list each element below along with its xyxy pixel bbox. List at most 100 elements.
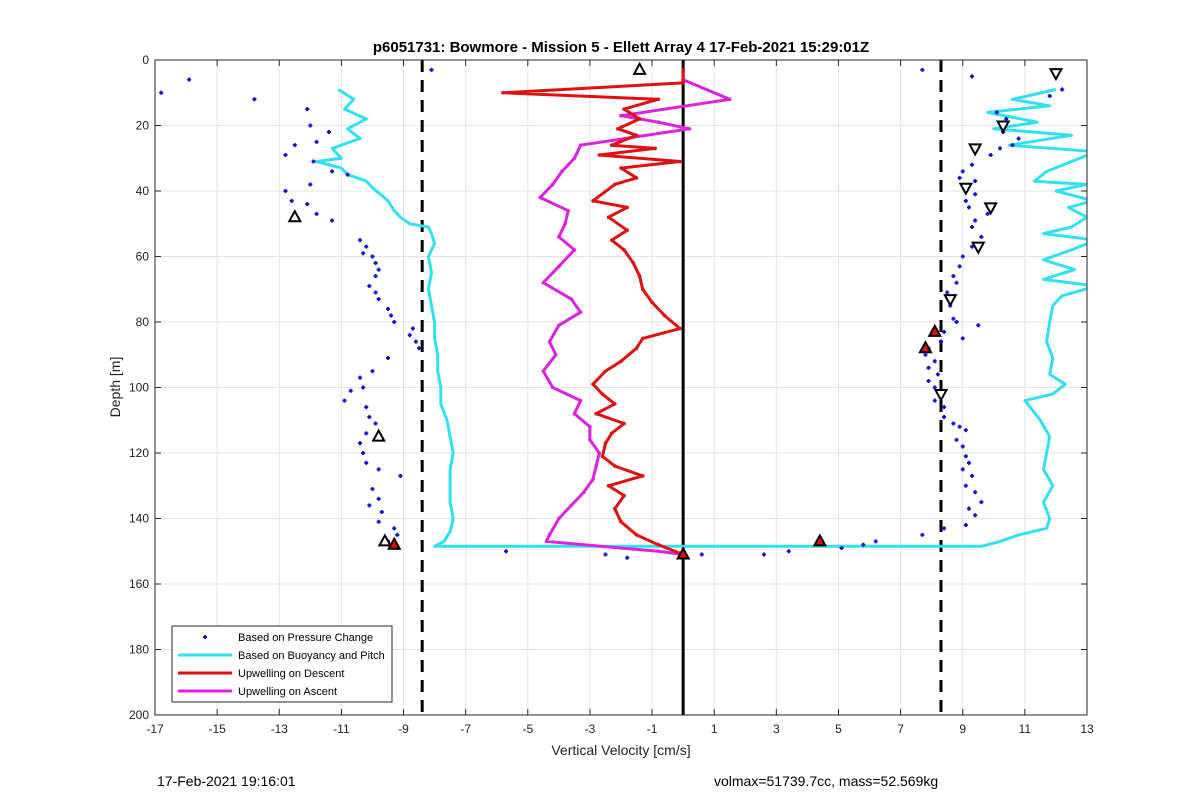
pressure-point <box>951 274 956 279</box>
series-vertex <box>622 107 626 111</box>
series-vertex <box>597 451 602 455</box>
series-vertex <box>612 402 617 406</box>
pressure-point <box>504 549 509 554</box>
series-vertex <box>609 143 614 147</box>
x-tick-label: -9 <box>398 722 409 736</box>
series-vertex <box>619 113 623 118</box>
series-vertex <box>588 425 592 429</box>
pressure-point <box>973 490 978 495</box>
series-vertex <box>557 323 561 328</box>
reference-lines <box>420 60 943 715</box>
pressure-point <box>966 506 971 511</box>
pressure-point <box>954 320 959 324</box>
pressure-point <box>988 152 993 157</box>
pressure-point <box>963 523 968 528</box>
pressure-point <box>283 152 288 157</box>
pressure-point <box>386 356 390 361</box>
y-axis-label: Depth [m] <box>107 357 123 418</box>
pressure-point <box>305 202 310 207</box>
chart-title: p6051731: Bowmore - Mission 5 - Ellett A… <box>373 39 869 56</box>
pressure-point <box>973 513 978 518</box>
pressure-point <box>923 352 928 357</box>
series-vertex <box>619 519 623 524</box>
data-series <box>159 61 1087 560</box>
pressure-point <box>364 405 369 410</box>
pressure-point <box>159 90 164 95</box>
footer-volmax-mass: volmax=51739.7cc, mass=52.569kg <box>714 773 939 789</box>
pressure-point <box>932 398 937 403</box>
pressure-point <box>370 487 375 492</box>
series-path <box>315 88 1087 548</box>
triangle-down-marker <box>995 120 1011 134</box>
series-vertex <box>578 310 583 314</box>
triangle-down-marker <box>967 143 983 157</box>
legend-entry-label: Based on Buoyancy and Pitch <box>238 650 385 662</box>
series-vertex <box>656 549 661 554</box>
legend: Based on Pressure Change Based on Buoyanc… <box>171 625 393 703</box>
pressure-point <box>361 451 366 455</box>
pressure-point <box>942 405 947 410</box>
series-vertex <box>681 81 685 85</box>
series-vertex <box>547 533 552 537</box>
pressure-point <box>364 431 369 436</box>
triangle-up-marker <box>927 323 942 337</box>
pressure-point <box>379 509 384 514</box>
pressure-point <box>979 500 984 505</box>
series-vertex <box>678 159 682 164</box>
pressure-point <box>308 182 313 187</box>
pressure-point <box>625 555 630 560</box>
pressure-point <box>932 359 937 364</box>
pressure-point <box>376 519 381 524</box>
series-vertex <box>616 126 620 131</box>
pressure-point <box>1004 116 1009 121</box>
pressure-point <box>292 143 297 148</box>
y-tick-label: 40 <box>136 184 150 198</box>
pressure-point <box>938 339 943 344</box>
series-vertex <box>553 352 558 357</box>
pressure-point <box>970 162 975 167</box>
series-vertex <box>600 392 605 396</box>
legend-box <box>171 625 393 703</box>
series-vertex <box>557 516 561 521</box>
pressure-point <box>960 169 965 174</box>
series-vertex <box>662 313 667 318</box>
series-vertex <box>597 153 602 157</box>
series-vertex <box>653 146 657 151</box>
series-vertex <box>606 483 611 488</box>
series-vertex <box>656 542 661 547</box>
pressure-point <box>389 313 394 318</box>
pressure-point <box>361 385 366 390</box>
series-vertex <box>588 438 592 442</box>
pressure-point <box>973 192 978 197</box>
pressure-point <box>392 526 397 531</box>
pressure-point <box>367 283 372 288</box>
legend-point-swatch <box>203 635 207 639</box>
series-vertex <box>550 182 555 187</box>
pressure-point <box>345 172 350 177</box>
pressure-point <box>1010 143 1015 148</box>
series-vertex <box>603 441 608 445</box>
x-tick-label: -1 <box>647 722 658 736</box>
series-vertex <box>612 464 617 468</box>
series-vertex <box>681 68 685 72</box>
pressure-point <box>861 542 866 547</box>
series-vertex <box>606 215 611 219</box>
pressure-point <box>951 316 956 321</box>
triangle-up-marker <box>632 61 647 75</box>
pressure-point <box>361 251 366 256</box>
pressure-point <box>376 467 381 472</box>
pressure-point <box>970 244 975 249</box>
pressure-point <box>942 414 947 419</box>
x-axis-label: Vertical Velocity [cm/s] <box>551 742 690 758</box>
pressure-point <box>932 385 937 390</box>
pressure-point <box>979 234 984 239</box>
x-tick-label: 5 <box>835 722 842 736</box>
x-tick-label: 9 <box>959 722 966 736</box>
pressure-point <box>370 254 375 259</box>
pressure-point <box>960 444 965 449</box>
series-vertex <box>656 97 661 102</box>
series-vertex <box>560 169 564 174</box>
pressure-point <box>957 175 962 180</box>
x-tick-label: 1 <box>711 722 718 736</box>
pressure-point <box>364 244 369 249</box>
